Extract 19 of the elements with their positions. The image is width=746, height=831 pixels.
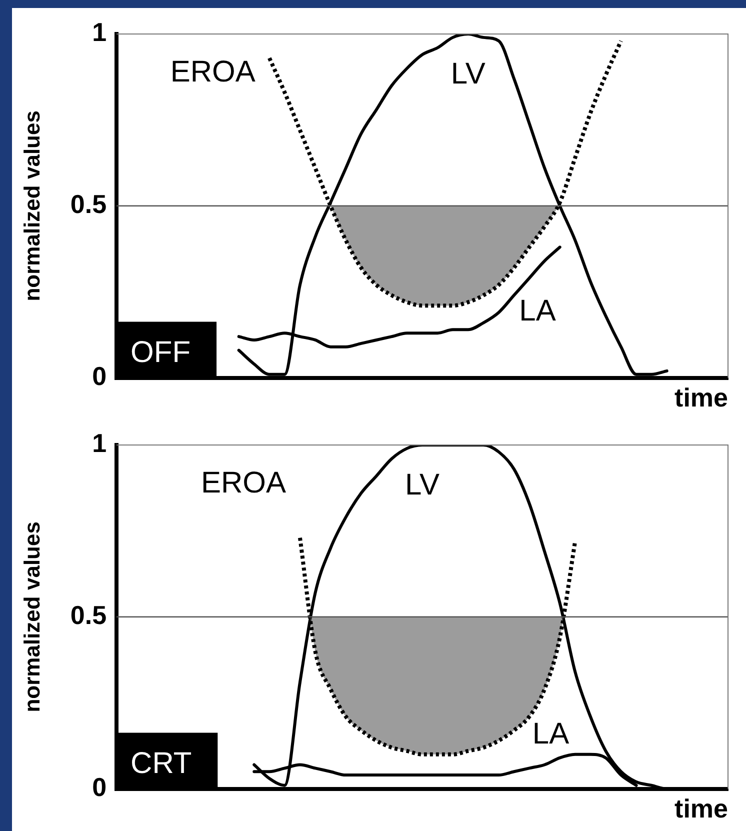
y-tick-label: 0.5 (70, 189, 107, 220)
x-axis-title: time (674, 794, 728, 824)
y-tick-label: 0 (92, 360, 107, 391)
line-series (298, 536, 578, 756)
series-label: LA (519, 294, 556, 328)
series-label: LV (450, 57, 486, 90)
y-tick-label: 0.5 (70, 600, 107, 630)
series-label: LV (405, 468, 440, 502)
series-label: EROA (200, 466, 286, 500)
y-tick-label: 0 (92, 772, 107, 802)
y-axis-title: normalized values (19, 110, 44, 302)
y-axis-title: normalized values (19, 522, 44, 712)
x-axis-title: time (674, 382, 728, 413)
series-label: LA (532, 718, 570, 751)
annotation: OFF (130, 336, 191, 370)
annotation: CRT (130, 747, 192, 780)
series-label: EROA (170, 55, 256, 88)
y-tick-label: 1 (92, 17, 107, 48)
y-tick-label: 1 (92, 428, 107, 458)
